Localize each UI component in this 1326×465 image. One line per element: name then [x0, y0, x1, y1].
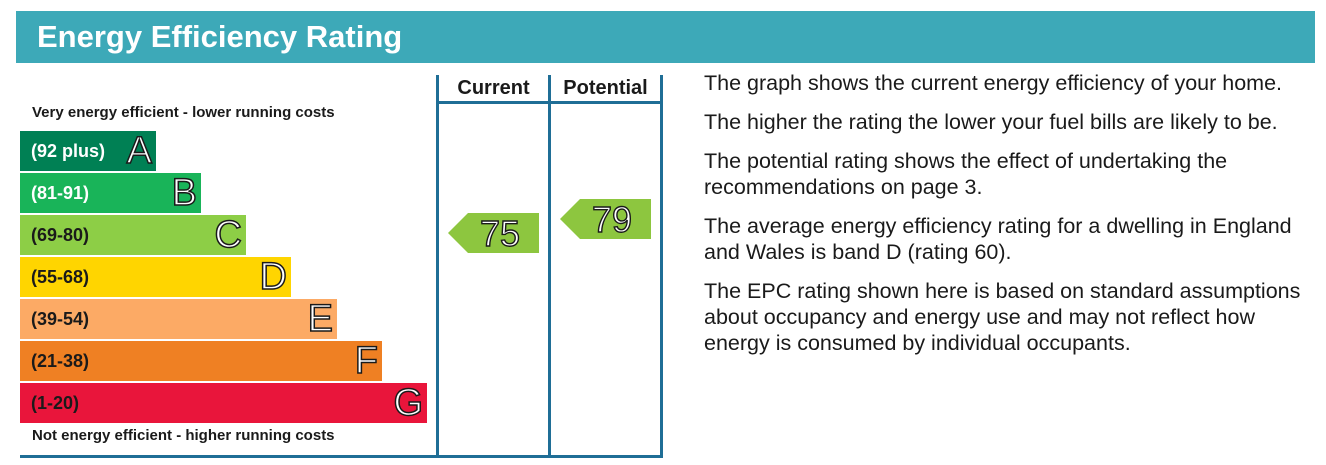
description-paragraph: The graph shows the current energy effic…: [704, 71, 1283, 95]
band-range-label: (55-68): [31, 267, 90, 287]
band-letter: C: [214, 214, 243, 256]
description-paragraph: The higher the rating the lower your fue…: [704, 110, 1278, 134]
current-column-header: Current: [457, 77, 530, 99]
description: The graph shows the current energy effic…: [704, 70, 1314, 369]
band-range-label: (21-38): [31, 351, 90, 371]
band-range-label: (81-91): [31, 183, 90, 203]
top-caption: Very energy efficient - lower running co…: [32, 104, 335, 121]
table-line-left: [436, 75, 439, 457]
potential-rating-value: 79: [592, 199, 632, 240]
band-g: (1-20) G: [20, 382, 427, 424]
potential-rating-arrow: 79: [560, 198, 651, 240]
band-f: (21-38) F: [20, 340, 382, 382]
current-rating-value: 75: [480, 213, 520, 254]
bottom-caption: Not energy efficient - higher running co…: [32, 427, 335, 444]
band-letter: F: [354, 340, 379, 382]
band-a: (92 plus) A: [20, 130, 156, 172]
description-paragraph: The EPC rating shown here is based on st…: [704, 279, 1301, 355]
band-letter: G: [393, 382, 424, 424]
chart-title: Energy Efficiency Rating: [16, 11, 1315, 63]
current-arrow-shape: [448, 213, 539, 253]
band-d: (55-68) D: [20, 256, 291, 298]
potential-arrow-shape: [560, 199, 651, 239]
band-letter: E: [307, 298, 334, 340]
band-range-label: (39-54): [31, 309, 90, 329]
table-line-right: [660, 75, 663, 457]
table-line-middle: [548, 75, 551, 457]
table-line-bottom: [20, 455, 663, 458]
band-c: (69-80) C: [20, 214, 246, 256]
description-paragraph: The average energy efficiency rating for…: [704, 214, 1292, 264]
band-letter: D: [259, 256, 288, 298]
band-letter: B: [171, 172, 198, 214]
band-letter: A: [126, 130, 153, 172]
band-range-label: (1-20): [31, 393, 80, 413]
potential-column-header: Potential: [563, 77, 648, 99]
table-line-header: [436, 101, 663, 104]
band-range-label: (69-80): [31, 225, 90, 245]
band-b: (81-91) B: [20, 172, 201, 214]
description-paragraph: The potential rating shows the effect of…: [704, 149, 1228, 199]
band-range-label: (92 plus): [31, 141, 106, 161]
current-rating-arrow: 75: [448, 212, 539, 254]
band-e: (39-54) E: [20, 298, 337, 340]
